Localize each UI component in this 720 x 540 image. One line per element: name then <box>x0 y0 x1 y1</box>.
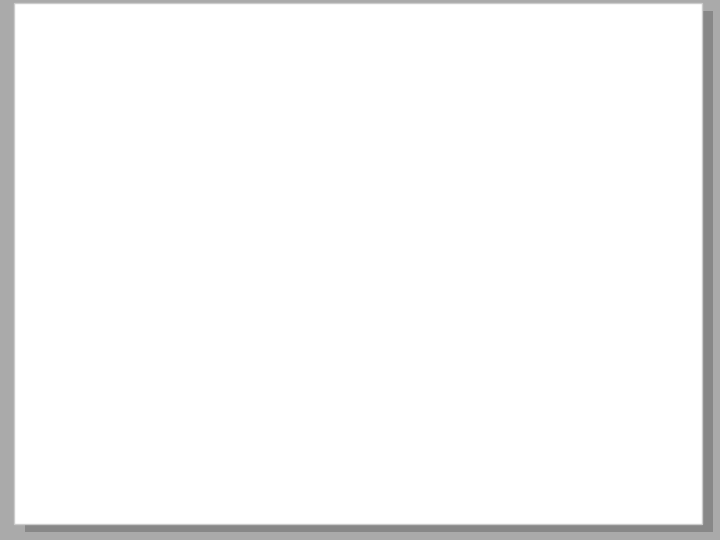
Text: For 2 components:  Need 3 variables ( T , P , composition ): For 2 components: Need 3 variables ( T ,… <box>50 99 546 117</box>
Text: $\chi_i$: $\chi_i$ <box>356 287 374 307</box>
Text: B. pt. vs. χ @ constant P: B. pt. vs. χ @ constant P <box>360 439 583 457</box>
Text: Phase Diagrams for Multi-components: Phase Diagrams for Multi-components <box>89 38 631 62</box>
Text: Most common plots:: Most common plots: <box>360 353 545 371</box>
FancyBboxPatch shape <box>531 177 613 228</box>
Text: P: P <box>169 109 181 127</box>
FancyBboxPatch shape <box>54 19 666 81</box>
FancyBboxPatch shape <box>342 321 695 489</box>
Text: T: T <box>55 424 67 442</box>
Text: VP vs. χ @ constant T: VP vs. χ @ constant T <box>360 396 559 414</box>
Text: $\chi_i$: $\chi_i$ <box>559 188 586 217</box>
